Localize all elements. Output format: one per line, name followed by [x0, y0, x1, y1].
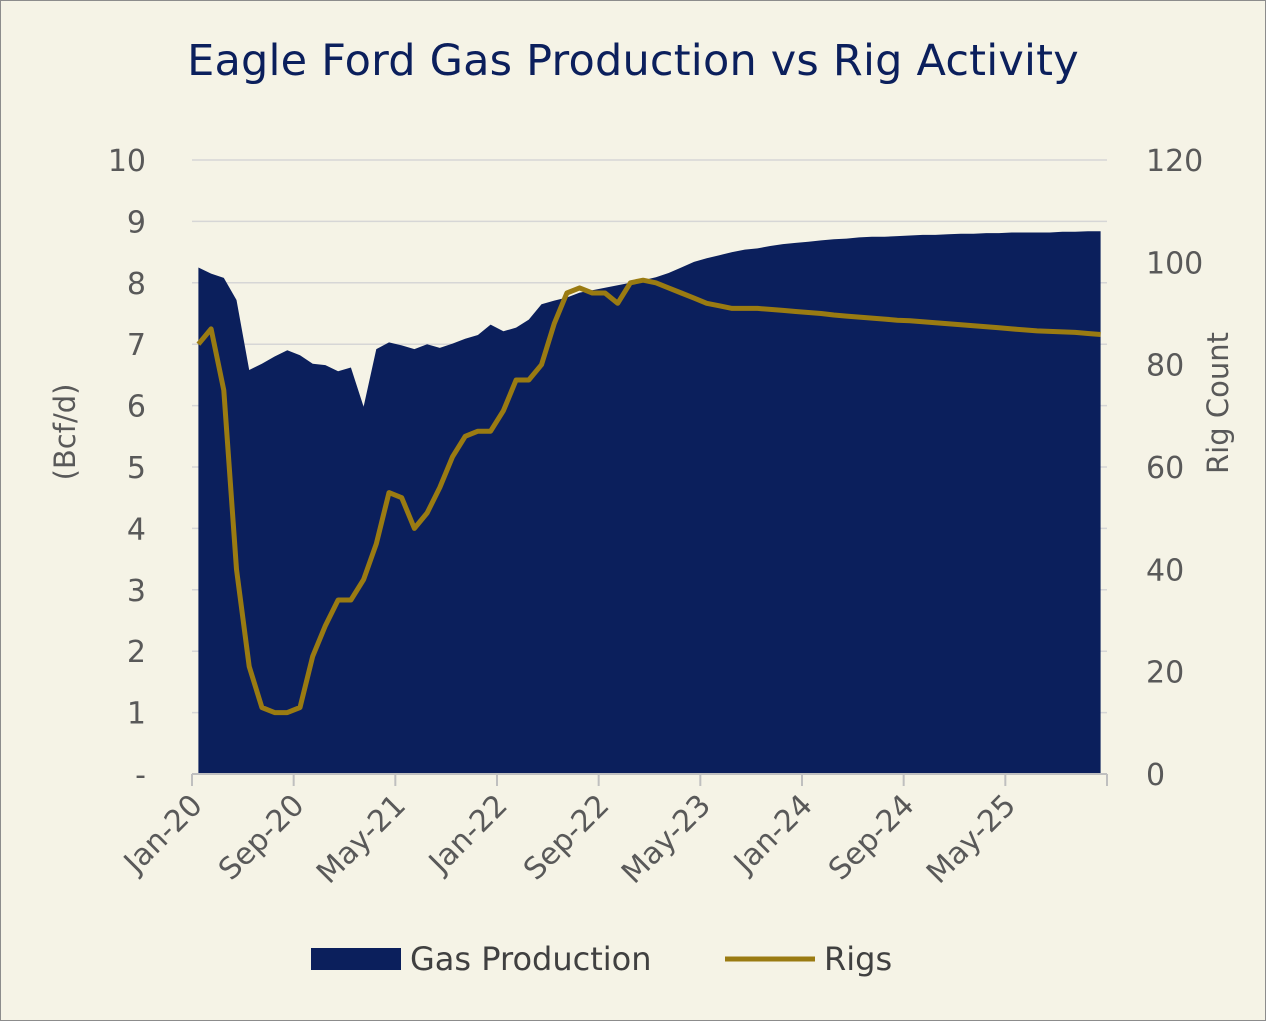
left-tick-label: 6 — [127, 390, 146, 425]
x-tick-label: Jan-22 — [421, 788, 515, 882]
chart-title: Eagle Ford Gas Production vs Rig Activit… — [187, 36, 1079, 86]
left-tick-label: 10 — [108, 144, 146, 179]
right-tick-label: 100 — [1146, 246, 1203, 281]
left-tick-label: 5 — [127, 451, 146, 486]
right-tick-label: 40 — [1146, 553, 1184, 588]
x-tick-label: May-25 — [920, 788, 1023, 891]
left-axis-title: (Bcf/d) — [48, 384, 82, 481]
left-tick-label: 9 — [127, 205, 146, 240]
x-tick-label: Sep-22 — [517, 788, 616, 887]
left-tick-label: 4 — [127, 512, 146, 547]
right-axis-title: Rig Count — [1201, 332, 1235, 474]
legend-gas-production-swatch — [311, 948, 401, 970]
rigs-line — [196, 277, 1101, 716]
legend: Gas Production Rigs — [311, 940, 892, 978]
legend-rigs-label: Rigs — [824, 940, 892, 978]
right-tick-label: 0 — [1146, 758, 1165, 793]
right-tick-label: 80 — [1146, 349, 1184, 384]
right-tick-label: 60 — [1146, 451, 1184, 486]
legend-gas-production-label: Gas Production — [410, 940, 652, 978]
x-tick-label: Sep-24 — [822, 788, 921, 887]
right-tick-label: 20 — [1146, 656, 1184, 691]
x-tick-label: Sep-20 — [212, 788, 311, 887]
left-tick-label: 3 — [127, 574, 146, 609]
gas-production-area — [198, 231, 1101, 774]
left-tick-label: - — [135, 758, 146, 793]
x-tick-label: Jan-24 — [726, 788, 820, 882]
left-tick-label: 7 — [127, 328, 146, 363]
x-tick-label: May-21 — [310, 788, 413, 891]
x-tick-label: May-23 — [615, 788, 718, 891]
right-axis-ticks: 0 20 40 60 80 100 120 — [1146, 144, 1203, 793]
x-tick-label: Jan-20 — [116, 788, 210, 882]
left-tick-label: 1 — [127, 697, 146, 732]
left-tick-label: 8 — [127, 267, 146, 302]
right-tick-label: 120 — [1146, 144, 1203, 179]
left-tick-label: 2 — [127, 635, 146, 670]
left-axis-ticks: - 1 2 3 4 5 6 7 8 9 10 — [108, 144, 146, 793]
